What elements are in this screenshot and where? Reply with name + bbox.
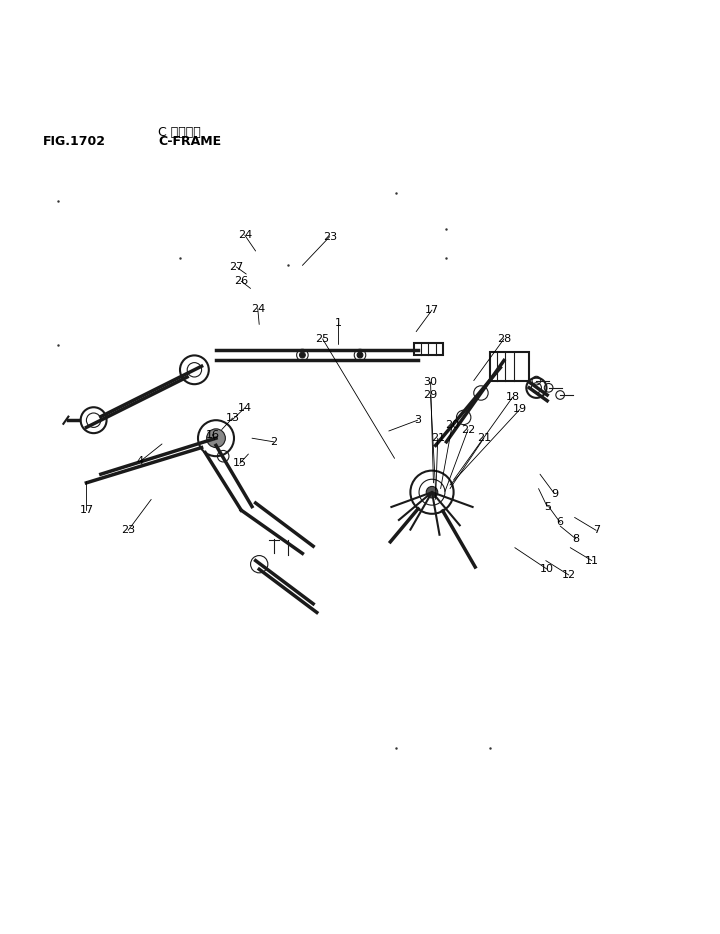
Text: 25: 25 [315, 333, 330, 344]
Text: 12: 12 [562, 570, 576, 580]
Text: 18: 18 [505, 392, 520, 403]
Text: 17: 17 [425, 305, 439, 315]
Text: 14: 14 [238, 403, 252, 413]
Text: 8: 8 [572, 534, 580, 544]
Text: 22: 22 [461, 425, 475, 434]
Text: 30: 30 [423, 377, 438, 387]
Circle shape [426, 487, 438, 498]
Text: 23: 23 [121, 525, 135, 535]
Text: C-FRAME: C-FRAME [158, 135, 222, 149]
Text: 26: 26 [234, 276, 248, 286]
Text: 1: 1 [335, 318, 342, 328]
Text: 13: 13 [225, 413, 240, 423]
Text: 21: 21 [431, 433, 445, 444]
Text: 4: 4 [137, 456, 144, 466]
Text: 9: 9 [551, 488, 558, 499]
Text: 17: 17 [79, 505, 94, 516]
Text: 20: 20 [445, 420, 459, 431]
Text: 19: 19 [513, 404, 527, 415]
Text: C フレーム: C フレーム [158, 126, 201, 139]
Circle shape [300, 352, 305, 358]
Text: 11: 11 [585, 556, 599, 566]
Text: FIG.1702: FIG.1702 [43, 135, 107, 149]
Text: 6: 6 [557, 517, 564, 528]
Text: 16: 16 [205, 430, 220, 440]
Text: 7: 7 [593, 525, 600, 535]
Text: 21: 21 [477, 433, 491, 444]
Text: 29: 29 [423, 390, 438, 400]
Text: 27: 27 [229, 262, 243, 272]
Text: 15: 15 [233, 459, 247, 468]
Text: 10: 10 [540, 564, 554, 574]
Text: 24: 24 [238, 230, 252, 240]
Text: 24: 24 [251, 304, 265, 314]
Text: 23: 23 [323, 232, 337, 242]
Circle shape [207, 429, 225, 447]
Text: 28: 28 [497, 333, 511, 344]
Text: 2: 2 [270, 437, 277, 446]
Text: 3: 3 [414, 416, 421, 425]
Text: 5: 5 [544, 502, 551, 512]
Circle shape [357, 352, 363, 358]
